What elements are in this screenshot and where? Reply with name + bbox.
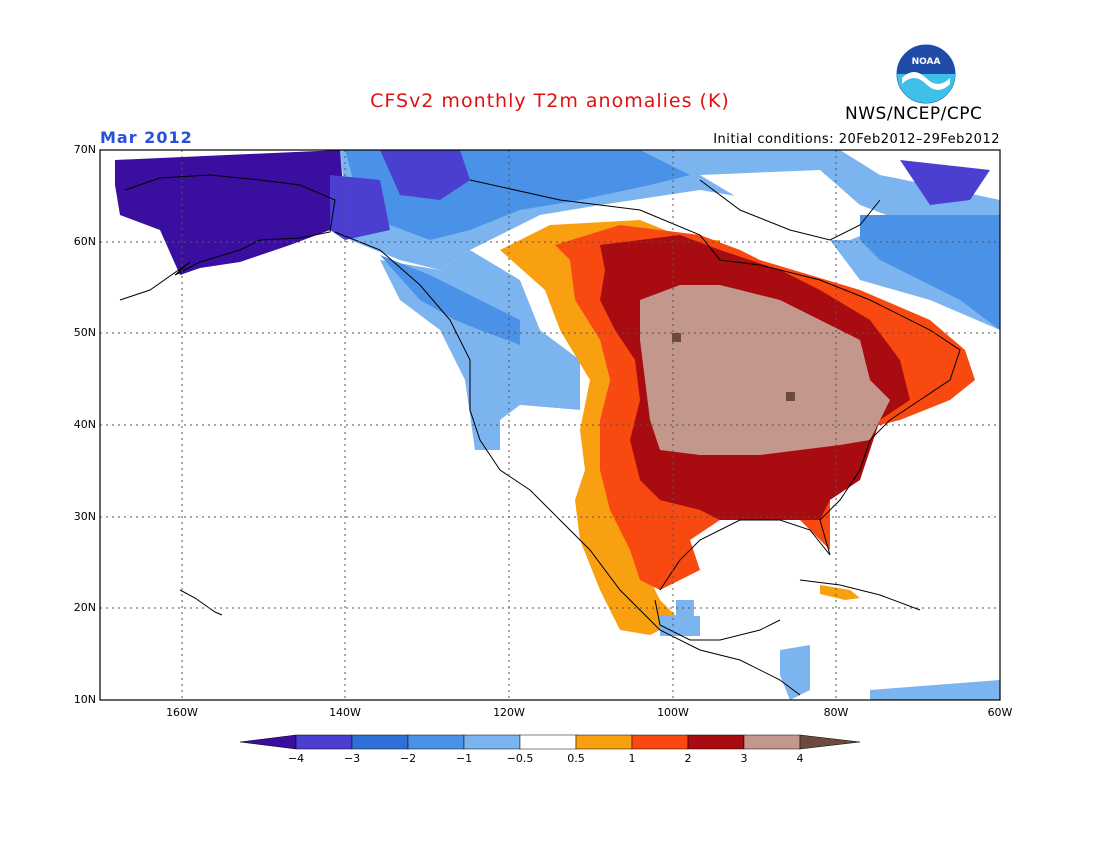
lon-label: 140W bbox=[329, 706, 361, 719]
agency-label: NWS/NCEP/CPC bbox=[845, 104, 983, 124]
colorbar-label: 2 bbox=[684, 752, 692, 765]
initial-conditions-label: Initial conditions: 20Feb2012–29Feb2012 bbox=[713, 132, 1000, 147]
map-title: CFSv2 monthly T2m anomalies (K) bbox=[370, 90, 730, 112]
blue-region-south-america bbox=[870, 680, 1000, 700]
colorbar-label: −3 bbox=[343, 752, 361, 765]
white-region-hudson bbox=[700, 170, 900, 240]
colorbar-swatch-2 bbox=[351, 734, 409, 750]
orange-region-cuba bbox=[820, 585, 860, 600]
lat-label: 40N bbox=[73, 418, 96, 431]
colorbar-swatch-5 bbox=[519, 734, 577, 750]
colorbar-swatch-8 bbox=[687, 734, 745, 750]
brown-cell-manitoba bbox=[672, 333, 681, 342]
colorbar-swatch-1 bbox=[295, 734, 353, 750]
dark-blue-region-canada bbox=[380, 150, 470, 200]
colorbar-label: −4 bbox=[287, 752, 305, 765]
lon-label: 100W bbox=[657, 706, 689, 719]
lon-label: 80W bbox=[823, 706, 849, 719]
noaa-logo-text: NOAA bbox=[912, 57, 941, 67]
blue-region-greenland bbox=[860, 215, 1000, 330]
colorbar-label: 0.5 bbox=[567, 752, 585, 765]
colorbar-swatch-0 bbox=[239, 734, 297, 750]
blue-region-west-coast bbox=[380, 255, 520, 345]
lon-label: 120W bbox=[493, 706, 525, 719]
colorbar-swatch-3 bbox=[407, 734, 465, 750]
colorbar-label: 1 bbox=[628, 752, 636, 765]
dark-blue-region-greenland bbox=[900, 160, 990, 205]
colorbar-swatch-9 bbox=[743, 734, 801, 750]
colorbar-label: 3 bbox=[740, 752, 748, 765]
noaa-logo: NOAA bbox=[896, 44, 956, 104]
colorbar-swatch-10 bbox=[799, 734, 861, 750]
colorbar-swatch-6 bbox=[575, 734, 633, 750]
blue-cell-mexico-2 bbox=[660, 616, 700, 636]
lat-label: 60N bbox=[73, 235, 96, 248]
colorbar-label: −1 bbox=[455, 752, 473, 765]
colorbar-swatch-4 bbox=[463, 734, 521, 750]
colorbar bbox=[239, 734, 861, 750]
lat-label: 20N bbox=[73, 601, 96, 614]
coastlines bbox=[119, 174, 961, 696]
blue-cell-mexico-1 bbox=[676, 600, 694, 618]
colorbar-label: −2 bbox=[399, 752, 417, 765]
lon-label: 160W bbox=[166, 706, 198, 719]
graticule bbox=[100, 150, 1000, 700]
colorbar-swatch-7 bbox=[631, 734, 689, 750]
lat-label: 50N bbox=[73, 326, 96, 339]
valid-month-label: Mar 2012 bbox=[100, 128, 193, 147]
lat-label: 70N bbox=[73, 143, 96, 156]
lon-label: 60W bbox=[987, 706, 1013, 719]
colorbar-label: −0.5 bbox=[506, 752, 534, 765]
map-frame bbox=[99, 149, 1001, 701]
deep-purple-region-alaska bbox=[115, 150, 345, 275]
lat-label: 30N bbox=[73, 510, 96, 523]
lat-label: 10N bbox=[73, 693, 96, 706]
anomaly-shading bbox=[115, 150, 1000, 700]
tan-region-central-us bbox=[640, 285, 890, 455]
colorbar-label: 4 bbox=[796, 752, 804, 765]
brown-cell-michigan bbox=[786, 392, 795, 401]
